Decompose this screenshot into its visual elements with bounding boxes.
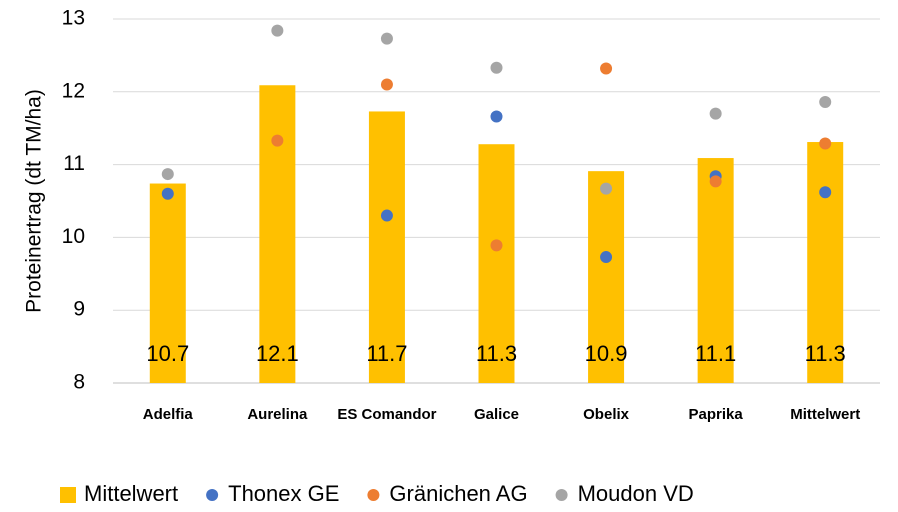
x-tick-label: Aurelina: [247, 406, 308, 423]
dot: [490, 61, 503, 74]
legend-swatch: [555, 489, 568, 501]
data-label: 10.9: [585, 341, 628, 366]
x-tick-label: Paprika: [689, 406, 744, 423]
x-tick-label: Mittelwert: [790, 406, 860, 423]
bar: [478, 144, 515, 383]
x-tick-label: Obelix: [583, 406, 630, 423]
dot: [819, 137, 832, 150]
dot: [161, 168, 174, 181]
bar: [807, 142, 844, 383]
dot: [709, 175, 722, 188]
dot: [490, 239, 503, 252]
dot: [271, 24, 284, 37]
y-tick-label: 11: [63, 152, 85, 175]
dot: [490, 110, 503, 123]
y-tick-label: 9: [73, 298, 85, 321]
bar: [588, 171, 625, 383]
data-label: 10.7: [146, 341, 189, 366]
bar: [149, 183, 186, 383]
legend-label: Gränichen AG: [389, 481, 527, 506]
dot: [819, 95, 832, 108]
legend-swatch: [60, 487, 76, 503]
legend-swatch: [367, 489, 380, 501]
data-label: 11.3: [476, 341, 517, 366]
dot: [271, 134, 284, 147]
dot: [380, 78, 393, 91]
y-tick-label: 8: [73, 371, 85, 394]
dot: [380, 32, 393, 45]
dot: [709, 107, 722, 120]
y-tick-label: 13: [62, 7, 85, 30]
dot: [600, 182, 613, 195]
y-tick-label: 12: [62, 79, 85, 102]
data-label: 11.7: [366, 341, 407, 366]
x-tick-label: ES Comandor: [337, 406, 436, 423]
x-tick-label: Galice: [474, 406, 519, 423]
legend-label: Moudon VD: [578, 481, 694, 506]
bar: [697, 158, 734, 383]
legend-swatch: [206, 489, 219, 501]
data-label: 11.3: [805, 341, 846, 366]
bar: [259, 85, 296, 384]
dot: [819, 186, 832, 199]
legend-label: Mittelwert: [84, 481, 178, 506]
y-axis-label: Proteinertrag (dt TM/ha): [23, 89, 46, 313]
dot: [600, 251, 613, 264]
data-label: 12.1: [256, 341, 299, 366]
data-label: 11.1: [695, 341, 736, 366]
dot: [161, 187, 174, 200]
x-tick-label: Adelfia: [143, 406, 194, 423]
dot: [600, 62, 613, 75]
legend-label: Thonex GE: [228, 481, 339, 506]
dot: [380, 209, 393, 222]
y-tick-label: 10: [62, 225, 85, 248]
bar: [368, 111, 405, 384]
